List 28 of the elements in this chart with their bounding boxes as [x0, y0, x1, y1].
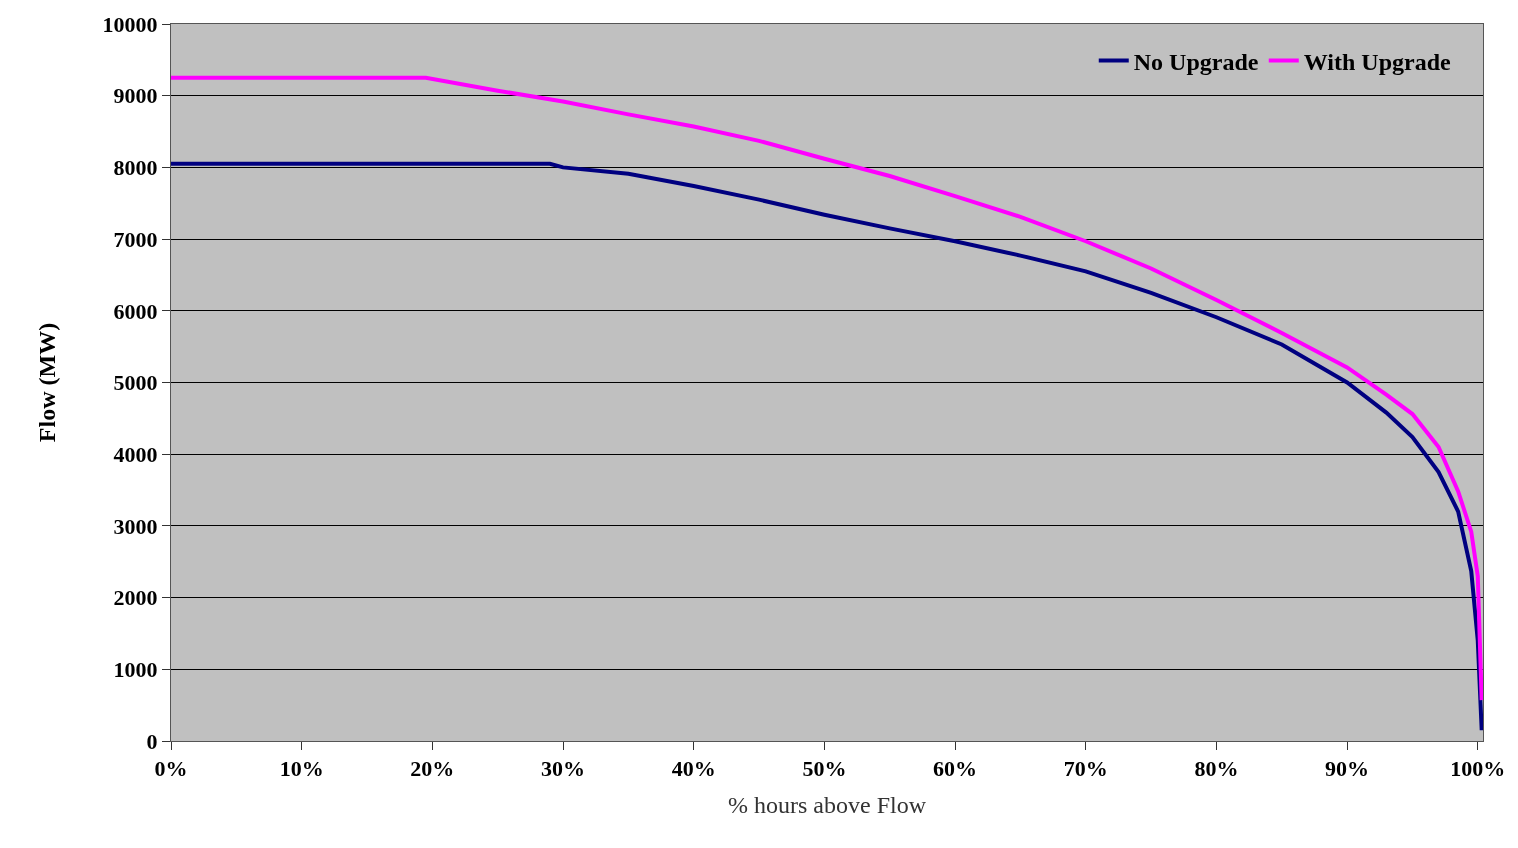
x-axis-title: % hours above Flow [728, 791, 927, 818]
y-tick-label: 8000 [113, 155, 158, 181]
x-tick-label: 70% [1063, 756, 1108, 782]
x-tick-label: 20% [410, 756, 455, 782]
x-tick-label: 100% [1450, 756, 1506, 782]
x-tick-label: 40% [671, 756, 716, 782]
line-series [171, 161, 1483, 733]
legend-label: No Upgrade [1133, 48, 1259, 75]
x-tick-label: 0% [154, 756, 188, 782]
y-tick-label: 6000 [113, 298, 158, 324]
y-tick-label: 4000 [113, 441, 158, 467]
x-tick-label: 60% [933, 756, 978, 782]
y-tick-label: 5000 [113, 370, 158, 396]
y-tick-label: 10000 [102, 11, 158, 37]
line-series [171, 75, 1483, 703]
legend-label: With Upgrade [1303, 48, 1452, 75]
y-tick-label: 3000 [113, 513, 158, 539]
x-tick-label: 90% [1325, 756, 1370, 782]
x-tick-label: 80% [1194, 756, 1239, 782]
x-tick-label: 10% [279, 756, 324, 782]
y-tick-label: 0 [146, 728, 158, 754]
x-tick-label: 30% [541, 756, 586, 782]
y-tick-label: 7000 [113, 226, 158, 252]
y-tick-label: 2000 [113, 585, 158, 611]
y-tick-label: 9000 [113, 83, 158, 109]
x-tick-label: 50% [802, 756, 847, 782]
y-axis-title: Flow (MW) [33, 322, 60, 443]
y-tick-label: 1000 [113, 657, 158, 682]
